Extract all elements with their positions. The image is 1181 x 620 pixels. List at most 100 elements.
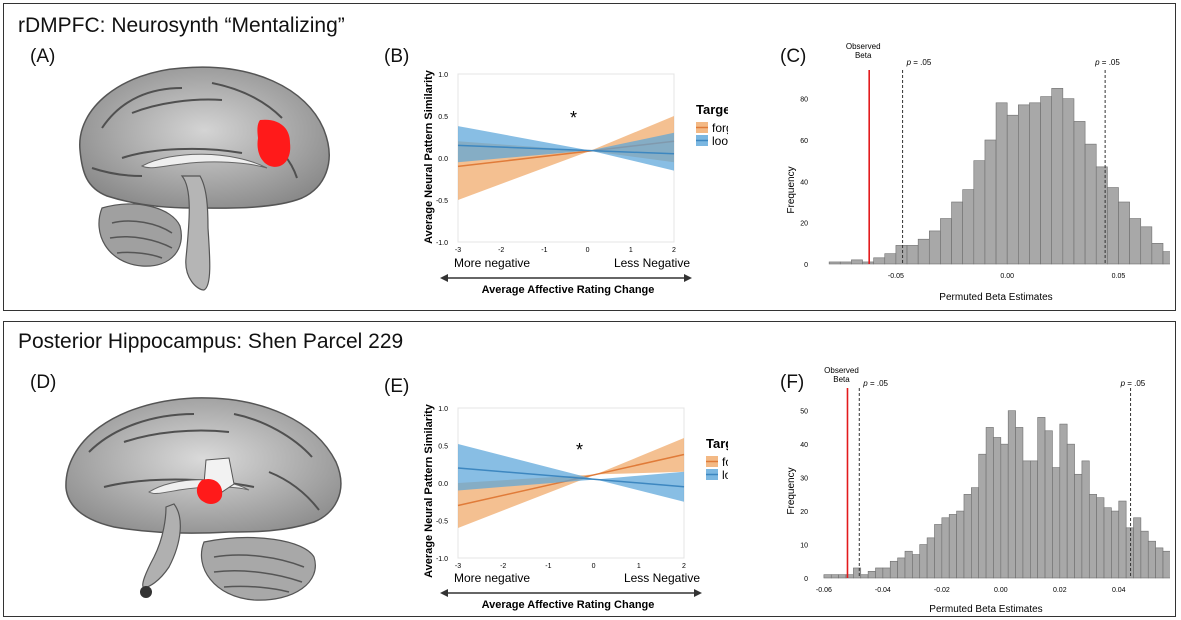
p-value-left-label: p = .05 [862, 379, 888, 388]
y-tick-label: 0.0 [438, 156, 448, 163]
x-axis-right-label: Less Negative [624, 571, 700, 585]
legend-title: Target [706, 436, 728, 451]
histogram-bar [1151, 243, 1164, 265]
histogram-bar [962, 189, 975, 265]
y-tick-label: 0.5 [438, 114, 448, 121]
histogram-bar [1081, 460, 1090, 579]
histogram-bar [1040, 96, 1053, 265]
reference-lines [868, 70, 1106, 264]
histogram-bar [963, 494, 972, 579]
histogram-bar [1155, 547, 1164, 579]
histogram-bar [1140, 226, 1153, 265]
x-tick-label: -3 [455, 247, 461, 254]
y-axis-label: Frequency [786, 467, 797, 514]
hippocampus-activation-region [196, 478, 223, 504]
histogram-bar [853, 567, 862, 579]
histogram-bar [951, 201, 963, 265]
panel-letter-e: (E) [384, 376, 410, 397]
legend-label-look: look [712, 134, 728, 148]
observed-beta-label-line1: Observed [824, 366, 859, 375]
x-tick-label: -0.06 [816, 587, 832, 594]
x-tick-labels: -3 -2 -1 0 1 2 [455, 563, 686, 570]
observed-beta-label-line2: Beta [833, 375, 850, 384]
histogram-bar [1006, 114, 1019, 265]
histogram-bar [875, 567, 884, 579]
histogram-bar [1103, 507, 1112, 579]
y-tick-labels: 1.0 0.5 0.0 -0.5 -1.0 [436, 406, 448, 563]
histogram-bar [1125, 527, 1134, 579]
x-tick-label: -2 [500, 563, 506, 570]
legend-label-forgive: forgive [712, 121, 728, 135]
y-tick-label: 1.0 [438, 406, 448, 413]
x-axis-arrow [440, 274, 692, 282]
top-panel-frame [3, 3, 1176, 311]
y-tick-label: 1.0 [438, 72, 448, 79]
top-row-title: rDMPFC: Neurosynth “Mentalizing” [18, 14, 345, 37]
bottom-panel-frame [3, 321, 1176, 617]
rdmpfc-activation-region [257, 119, 291, 167]
histogram-bar [1018, 104, 1030, 265]
legend: forgivelook [706, 455, 728, 482]
x-axis-left-label: More negative [454, 256, 530, 270]
histogram-bar [1052, 467, 1061, 579]
histogram-bar [830, 574, 839, 579]
y-tick-label: 50 [800, 409, 808, 416]
histogram-bar [839, 261, 852, 265]
confidence-band-look [458, 126, 674, 171]
x-tick-label: 1 [637, 563, 641, 570]
x-axis-left-label: More negative [454, 571, 530, 585]
histogram-bar [889, 560, 898, 579]
p-value-right-label: p = .05 [1120, 379, 1146, 388]
histogram-bar [934, 524, 943, 579]
histogram-bar [1147, 540, 1156, 579]
histogram-bar [1015, 427, 1024, 579]
y-tick-label: 0.5 [438, 444, 448, 451]
histogram-bar [926, 537, 935, 579]
y-tick-label: 0.0 [438, 481, 448, 488]
histogram-f: Frequency Permuted Beta Estimates Observ… [786, 366, 1170, 615]
x-tick-label: -2 [498, 247, 504, 254]
histogram-bar [1118, 500, 1127, 579]
legend: forgivelook [696, 121, 728, 148]
x-tick-label: 1 [629, 247, 633, 254]
histogram-bar [973, 160, 986, 265]
histogram-bar [862, 261, 874, 265]
histogram-bar [1000, 443, 1009, 579]
x-tick-labels: -0.06 -0.04 -0.02 0.00 0.02 0.04 [816, 587, 1126, 594]
x-tick-label: -3 [455, 563, 461, 570]
x-axis-right-label: Less Negative [614, 256, 690, 270]
y-tick-label: 10 [800, 543, 808, 550]
histogram-bar [1095, 166, 1108, 265]
y-tick-labels: 50 40 30 20 10 0 [800, 409, 808, 583]
histogram-bar [984, 139, 997, 265]
histogram-bar [867, 571, 876, 579]
y-axis-label: Average Neural Pattern Similarity [423, 69, 435, 244]
histogram-bar [838, 574, 847, 579]
x-tick-label: -0.05 [888, 273, 904, 280]
confidence-band-forgive [458, 116, 674, 200]
histogram-bar [1051, 88, 1064, 265]
brain-image-rdmpfc [79, 66, 330, 291]
y-tick-label: 20 [800, 509, 808, 516]
histogram-bar [1111, 510, 1120, 579]
brain-image-hippocampus [65, 397, 342, 601]
observed-beta-label-line1: Observed [846, 42, 881, 51]
significance-star: * [570, 108, 577, 128]
x-axis-label: Permuted Beta Estimates [939, 292, 1052, 303]
histogram-bar [1029, 102, 1041, 265]
significance-star: * [576, 440, 583, 460]
histogram-bar [1066, 443, 1075, 579]
histogram-bar [1062, 98, 1075, 265]
legend-title: Target [696, 102, 728, 117]
x-tick-label: 2 [682, 563, 686, 570]
x-tick-label: 0.00 [1000, 273, 1014, 280]
y-tick-label: -0.5 [436, 198, 448, 205]
histogram-bar [993, 437, 1002, 579]
histogram-bars [828, 88, 1170, 265]
x-tick-label: 0.05 [1112, 273, 1126, 280]
y-tick-labels: 1.0 0.5 0.0 -0.5 -1.0 [436, 72, 448, 247]
panel-letter-b: (B) [384, 46, 410, 67]
x-tick-label: 0 [592, 563, 596, 570]
x-tick-label: 0 [586, 247, 590, 254]
x-tick-labels: -3 -2 -1 0 1 2 [455, 247, 676, 254]
